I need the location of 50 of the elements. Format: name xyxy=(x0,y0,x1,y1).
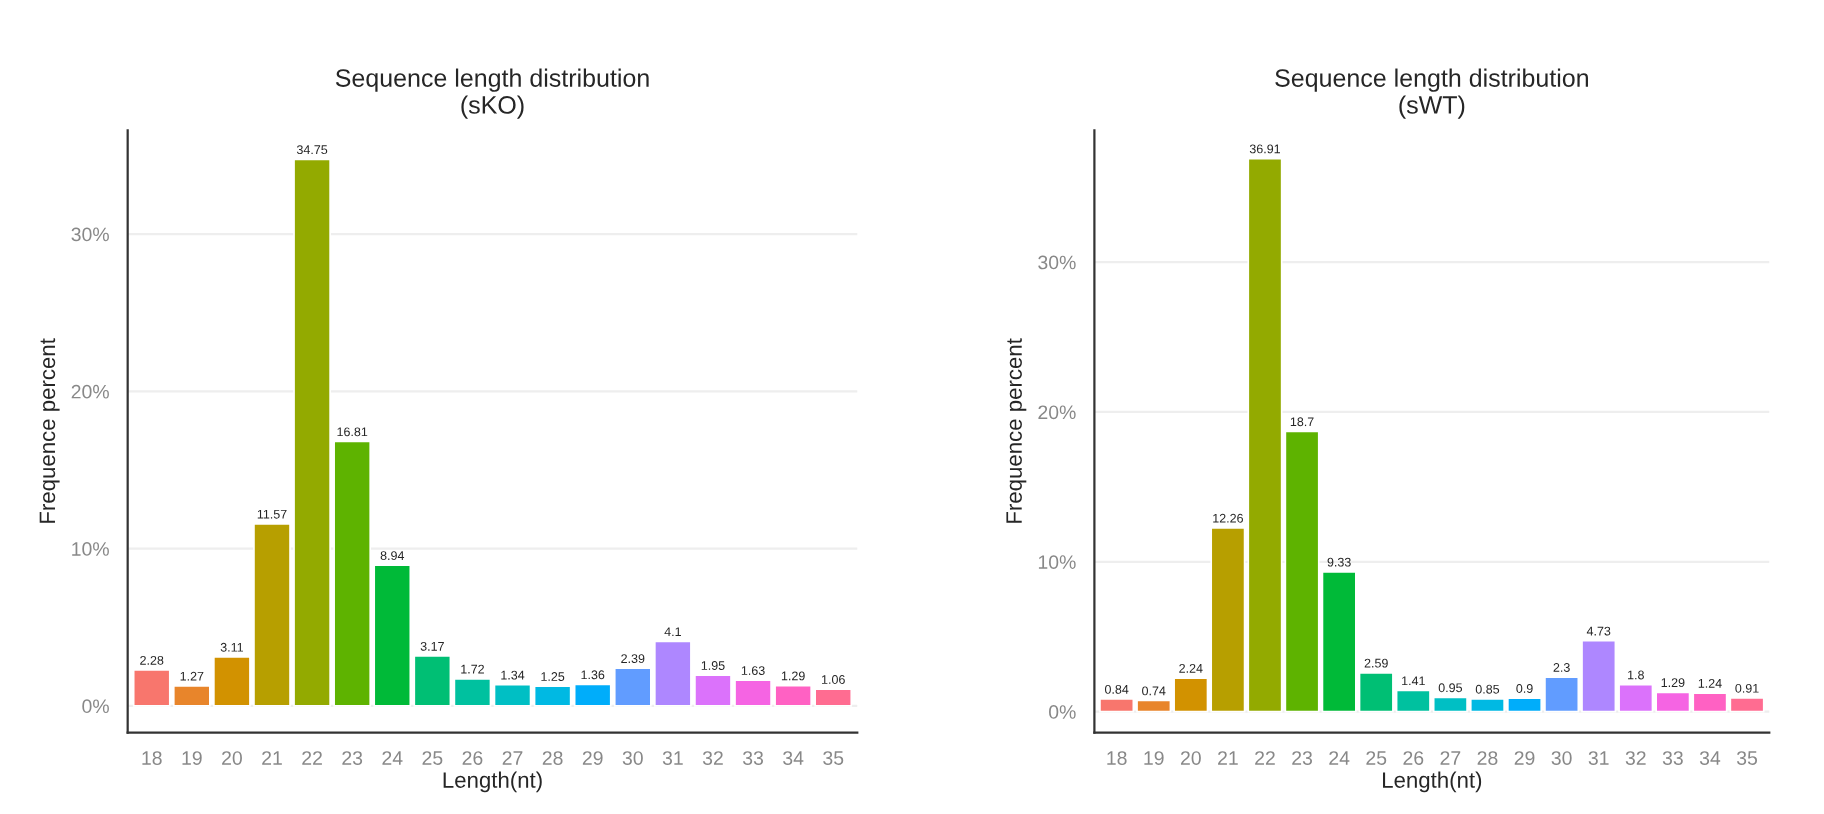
x-tick-label: 35 xyxy=(823,751,844,765)
x-tick-label: 22 xyxy=(302,751,322,765)
y-tick-label: 10% xyxy=(1038,555,1076,570)
y-tick-label: 30% xyxy=(1038,255,1076,270)
x-tick-label: 23 xyxy=(342,751,363,765)
x-tick-label: 31 xyxy=(662,751,683,765)
x-tick-label: 27 xyxy=(1440,751,1461,765)
x-tick-label: 20 xyxy=(1180,751,1201,765)
x-tick-label: 22 xyxy=(1255,751,1275,765)
x-tick-label: 32 xyxy=(702,751,723,765)
x-tick-label: 20 xyxy=(222,751,242,765)
x-tick-label: 18 xyxy=(142,751,162,765)
y-tick-label: 10% xyxy=(72,542,109,556)
x-tick-label: 28 xyxy=(542,751,563,765)
x-tick-label: 30 xyxy=(1551,751,1572,765)
x-tick-label: 33 xyxy=(742,751,764,765)
x-tick-label: 34 xyxy=(1699,751,1721,765)
x-tick-label: 24 xyxy=(1329,751,1350,765)
x-tick-label: 32 xyxy=(1625,751,1646,765)
x-tick-label: 34 xyxy=(783,751,804,765)
y-tick-label: 30% xyxy=(71,227,109,242)
x-tick-label: 27 xyxy=(502,751,523,765)
x-tick-label: 29 xyxy=(1514,751,1535,765)
x-tick-label: 21 xyxy=(262,751,282,765)
x-axis-title: Length(nt) xyxy=(443,771,542,793)
y-tick-label: 20% xyxy=(71,384,109,399)
x-tick-label: 21 xyxy=(1218,751,1238,765)
x-tick-label: 19 xyxy=(1144,751,1164,765)
x-tick-label: 26 xyxy=(462,751,483,765)
chart-title: Sequence length distribution (sKO) xyxy=(335,68,649,119)
x-tick-label: 23 xyxy=(1292,751,1313,765)
y-tick-label: 0% xyxy=(1049,705,1076,719)
x-tick-label: 18 xyxy=(1107,751,1127,765)
y-axis-title: Frequence percent xyxy=(1006,338,1027,523)
y-tick-label: 0% xyxy=(82,699,109,714)
x-axis-title: Length(nt) xyxy=(1383,771,1482,793)
x-tick-label: 29 xyxy=(582,751,603,765)
x-tick-label: 33 xyxy=(1662,751,1683,765)
x-tick-label: 28 xyxy=(1477,751,1498,765)
x-tick-label: 31 xyxy=(1588,751,1609,765)
x-tick-label: 35 xyxy=(1736,751,1758,765)
y-axis-title: Frequence percent xyxy=(39,338,60,523)
x-tick-label: 19 xyxy=(182,751,202,765)
y-tick-label: 20% xyxy=(1038,405,1076,420)
x-tick-label: 30 xyxy=(622,751,643,765)
x-tick-label: 25 xyxy=(422,751,443,765)
x-tick-label: 24 xyxy=(382,751,403,765)
x-tick-label: 26 xyxy=(1403,751,1424,765)
chart-title: Sequence length distribution (sWT) xyxy=(1275,68,1588,119)
x-tick-label: 25 xyxy=(1366,751,1387,765)
